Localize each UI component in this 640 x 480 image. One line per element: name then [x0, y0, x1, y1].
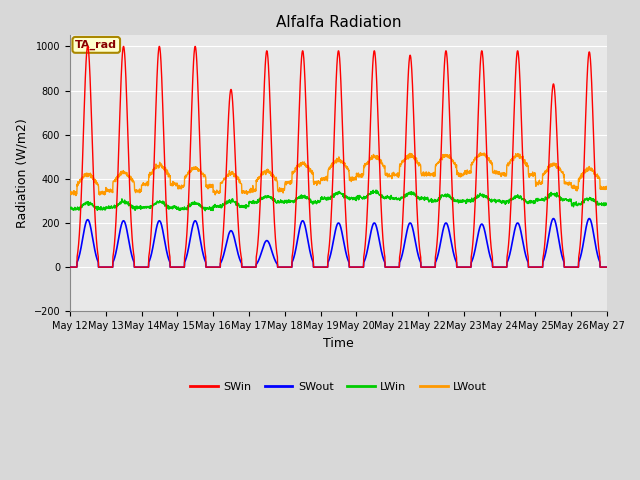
Legend: SWin, SWout, LWin, LWout: SWin, SWout, LWin, LWout: [186, 377, 492, 396]
X-axis label: Time: Time: [323, 336, 354, 349]
Title: Alfalfa Radiation: Alfalfa Radiation: [276, 15, 401, 30]
Y-axis label: Radiation (W/m2): Radiation (W/m2): [15, 119, 28, 228]
Text: TA_rad: TA_rad: [76, 40, 117, 50]
